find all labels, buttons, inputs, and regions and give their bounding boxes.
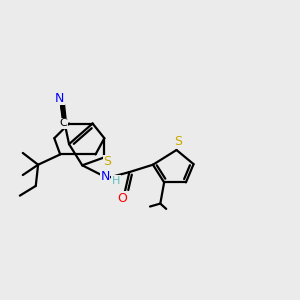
Text: S: S <box>174 135 182 148</box>
Text: O: O <box>117 192 127 205</box>
Text: N: N <box>55 92 64 105</box>
Text: H: H <box>112 176 120 186</box>
Text: C: C <box>59 118 67 128</box>
Text: S: S <box>103 155 111 168</box>
Text: N: N <box>100 170 110 183</box>
